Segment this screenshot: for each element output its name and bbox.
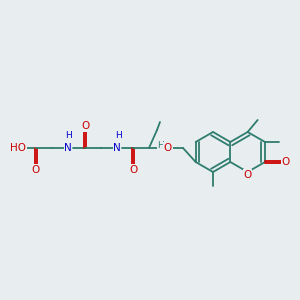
Text: O: O — [32, 165, 40, 175]
Text: HO: HO — [10, 143, 26, 153]
Text: O: O — [164, 143, 172, 153]
Text: H: H — [116, 131, 122, 140]
Text: H: H — [158, 142, 164, 151]
Text: N: N — [64, 143, 72, 153]
Text: O: O — [282, 157, 290, 167]
Text: H: H — [64, 131, 71, 140]
Text: O: O — [129, 165, 137, 175]
Text: O: O — [81, 121, 89, 131]
Text: O: O — [244, 170, 252, 180]
Text: N: N — [113, 143, 121, 153]
